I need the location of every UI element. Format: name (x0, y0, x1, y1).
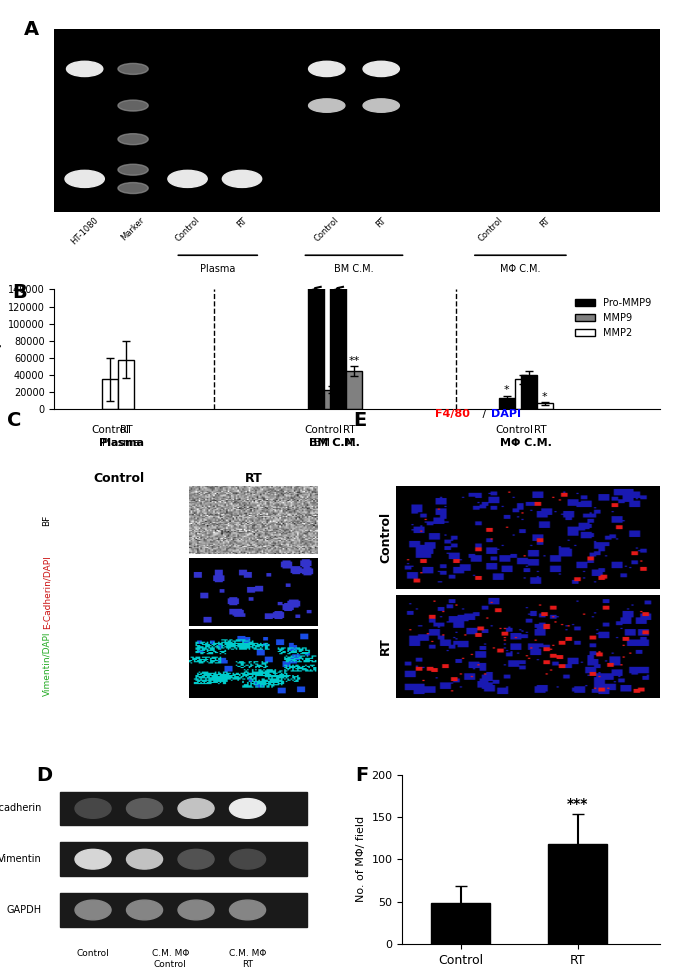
Text: Control: Control (305, 424, 343, 435)
Ellipse shape (178, 799, 214, 818)
Ellipse shape (222, 170, 262, 188)
Bar (498, 398, 515, 410)
Text: MMP2: MMP2 (19, 174, 48, 184)
Text: Plasma: Plasma (103, 438, 140, 448)
Title: RT: RT (245, 472, 262, 485)
Text: BM C.M.: BM C.M. (313, 438, 356, 448)
Y-axis label: E-Cadherin/DAPI: E-Cadherin/DAPI (43, 555, 52, 629)
Ellipse shape (309, 61, 345, 77)
Ellipse shape (118, 183, 148, 194)
Ellipse shape (67, 61, 103, 77)
Ellipse shape (178, 849, 214, 869)
Text: C: C (7, 411, 21, 430)
Text: Pro-MMP9: Pro-MMP9 (0, 64, 48, 74)
Ellipse shape (363, 99, 399, 112)
Text: Plasma: Plasma (99, 438, 143, 448)
Text: MΦ C.M.: MΦ C.M. (500, 265, 541, 274)
Ellipse shape (75, 849, 111, 869)
Y-axis label: No. of MΦ/ field: No. of MΦ/ field (356, 816, 366, 902)
Bar (346, 371, 362, 410)
Text: Marker: Marker (120, 216, 147, 242)
Text: D: D (36, 766, 52, 785)
Ellipse shape (126, 849, 163, 869)
Text: B: B (12, 283, 27, 303)
Ellipse shape (126, 799, 163, 818)
Text: Plasma: Plasma (200, 265, 235, 274)
Text: Control: Control (313, 216, 341, 243)
Y-axis label: Vimentin/DAPI: Vimentin/DAPI (43, 631, 52, 696)
Text: HT-1080: HT-1080 (69, 216, 100, 246)
Text: RT: RT (375, 216, 388, 230)
Ellipse shape (230, 849, 266, 869)
Text: Control: Control (476, 216, 504, 243)
Text: Control: Control (496, 424, 534, 435)
Ellipse shape (118, 63, 148, 74)
Bar (102, 379, 118, 410)
Text: MΦ C.M.: MΦ C.M. (500, 438, 551, 448)
Text: **: ** (348, 356, 360, 366)
Bar (537, 403, 553, 410)
Ellipse shape (168, 170, 207, 188)
Text: E-cadherin: E-cadherin (0, 804, 41, 813)
Ellipse shape (118, 164, 148, 175)
Ellipse shape (309, 99, 345, 112)
Bar (307, 272, 324, 410)
Bar (548, 844, 607, 944)
Bar (60, 791, 307, 825)
Ellipse shape (126, 900, 163, 919)
Bar (324, 389, 339, 410)
Text: RT: RT (235, 216, 249, 230)
Bar (118, 360, 134, 410)
Y-axis label: Control: Control (379, 512, 392, 563)
Text: A: A (24, 20, 39, 39)
Bar (60, 843, 307, 876)
Text: MMP9: MMP9 (19, 100, 48, 111)
Text: C.M. MΦ
Control: C.M. MΦ Control (152, 950, 189, 969)
Text: DAPI: DAPI (491, 409, 521, 418)
Bar (521, 375, 537, 410)
Text: BM C.M.: BM C.M. (334, 265, 374, 274)
Text: RT: RT (120, 424, 133, 435)
Text: RT: RT (343, 424, 356, 435)
Y-axis label: Arbitrary units: Arbitrary units (0, 309, 2, 389)
Ellipse shape (118, 100, 148, 111)
Bar (330, 272, 346, 410)
Y-axis label: RT: RT (379, 637, 392, 655)
Text: BM C.M.: BM C.M. (309, 438, 360, 448)
Text: ***: *** (567, 797, 588, 811)
Text: F4/80: F4/80 (435, 409, 470, 418)
Legend: Pro-MMP9, MMP9, MMP2: Pro-MMP9, MMP9, MMP2 (571, 294, 655, 342)
Text: *: * (542, 392, 548, 402)
Text: /: / (479, 409, 490, 418)
Ellipse shape (75, 900, 111, 919)
Bar (515, 379, 530, 410)
Text: C.M. MΦ
RT: C.M. MΦ RT (229, 950, 267, 969)
Text: GAPDH: GAPDH (6, 905, 41, 915)
Ellipse shape (178, 900, 214, 919)
Bar (431, 903, 490, 944)
Text: Control: Control (77, 950, 109, 958)
Y-axis label: BF: BF (43, 515, 52, 526)
Text: Control: Control (91, 424, 129, 435)
Ellipse shape (363, 61, 399, 77)
Text: Control: Control (173, 216, 201, 243)
Ellipse shape (230, 900, 266, 919)
Ellipse shape (75, 799, 111, 818)
Text: RT: RT (538, 216, 551, 230)
Text: E: E (354, 411, 367, 430)
Ellipse shape (118, 133, 148, 145)
Text: Vimentin: Vimentin (0, 854, 41, 864)
Title: Control: Control (93, 472, 144, 485)
Ellipse shape (230, 799, 266, 818)
Ellipse shape (65, 170, 104, 188)
Text: *: * (504, 385, 509, 395)
Bar (60, 893, 307, 927)
Text: F: F (356, 766, 369, 785)
Text: RT: RT (534, 424, 547, 435)
